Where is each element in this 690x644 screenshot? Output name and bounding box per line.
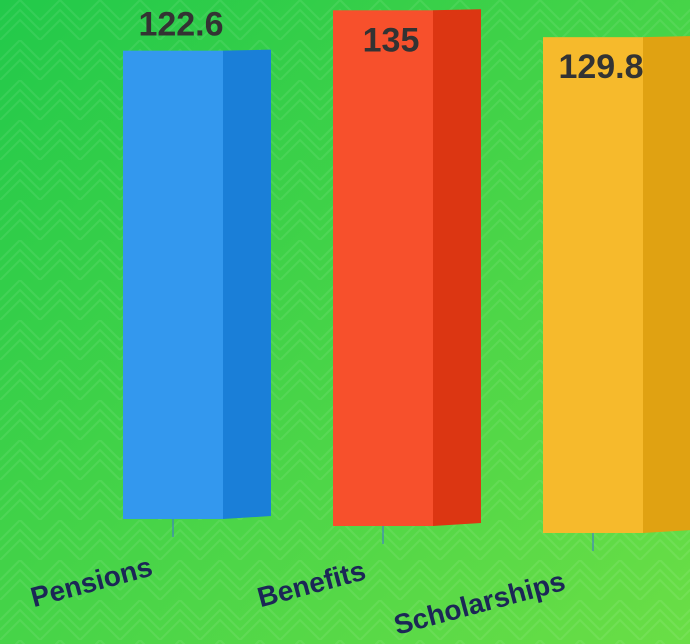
bar-side — [643, 36, 690, 533]
value-label: 129.8 — [558, 48, 643, 86]
value-label: 135 — [363, 21, 420, 59]
bar — [543, 37, 643, 533]
bar — [123, 50, 223, 519]
value-label: 122.6 — [138, 6, 223, 44]
bar-side — [433, 9, 481, 527]
bar-side — [223, 49, 271, 519]
bar — [333, 10, 433, 527]
